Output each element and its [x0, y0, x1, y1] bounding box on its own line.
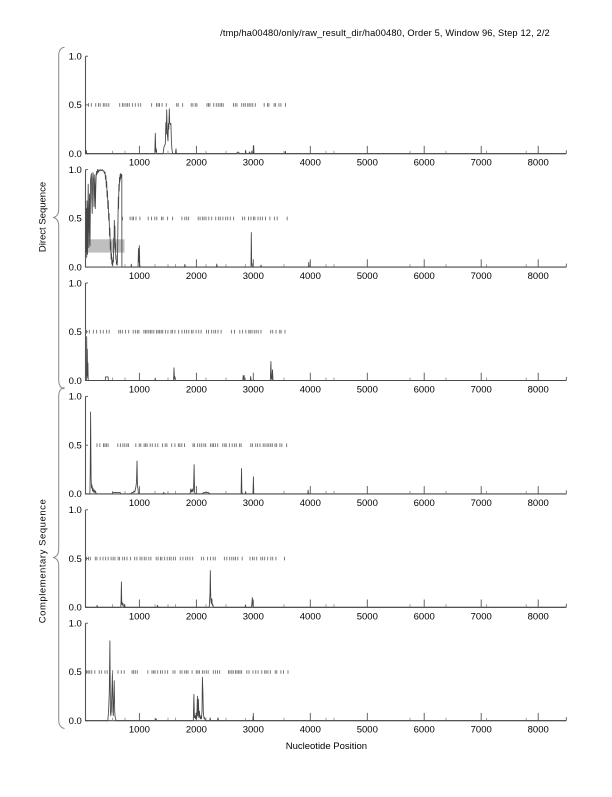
svg-text:6000: 6000 — [414, 725, 435, 736]
svg-text:3000: 3000 — [243, 498, 264, 509]
svg-text:Direct Sequence: Direct Sequence — [38, 182, 49, 252]
svg-text:3000: 3000 — [243, 385, 264, 396]
svg-text:1.0: 1.0 — [69, 505, 82, 516]
svg-text:2000: 2000 — [186, 611, 207, 622]
svg-text:3000: 3000 — [243, 158, 264, 169]
svg-text:8000: 8000 — [528, 611, 549, 622]
svg-text:7000: 7000 — [471, 158, 492, 169]
svg-text:8000: 8000 — [528, 725, 549, 736]
svg-text:2000: 2000 — [186, 725, 207, 736]
svg-text:5000: 5000 — [357, 271, 378, 282]
svg-text:0.0: 0.0 — [69, 603, 82, 614]
svg-text:2000: 2000 — [186, 158, 207, 169]
svg-text:0.5: 0.5 — [69, 554, 82, 565]
svg-text:5000: 5000 — [357, 725, 378, 736]
svg-text:5000: 5000 — [357, 498, 378, 509]
svg-text:6000: 6000 — [414, 158, 435, 169]
svg-text:3000: 3000 — [243, 725, 264, 736]
svg-text:0.0: 0.0 — [69, 376, 82, 387]
svg-text:1000: 1000 — [129, 498, 150, 509]
svg-text:0.5: 0.5 — [69, 100, 82, 111]
svg-text:1000: 1000 — [129, 158, 150, 169]
svg-text:7000: 7000 — [471, 611, 492, 622]
svg-text:0.5: 0.5 — [69, 667, 82, 678]
svg-text:1.0: 1.0 — [69, 52, 82, 63]
svg-text:1.0: 1.0 — [69, 278, 82, 289]
svg-text:1000: 1000 — [129, 611, 150, 622]
svg-text:7000: 7000 — [471, 498, 492, 509]
svg-text:4000: 4000 — [300, 158, 321, 169]
svg-text:0.0: 0.0 — [69, 716, 82, 727]
svg-text:0.0: 0.0 — [69, 489, 82, 500]
svg-text:0.5: 0.5 — [69, 214, 82, 225]
svg-text:0.5: 0.5 — [69, 441, 82, 452]
svg-text:4000: 4000 — [300, 611, 321, 622]
svg-text:7000: 7000 — [471, 385, 492, 396]
svg-text:2000: 2000 — [186, 271, 207, 282]
svg-text:1.0: 1.0 — [69, 165, 82, 176]
svg-text:0.0: 0.0 — [69, 149, 82, 160]
svg-text:/tmp/ha00480/only/raw_result_d: /tmp/ha00480/only/raw_result_dir/ha00480… — [220, 28, 550, 38]
svg-text:6000: 6000 — [414, 611, 435, 622]
svg-text:8000: 8000 — [528, 158, 549, 169]
svg-text:4000: 4000 — [300, 271, 321, 282]
svg-text:6000: 6000 — [414, 271, 435, 282]
svg-text:8000: 8000 — [528, 271, 549, 282]
svg-text:4000: 4000 — [300, 498, 321, 509]
svg-text:1000: 1000 — [129, 725, 150, 736]
svg-text:3000: 3000 — [243, 611, 264, 622]
svg-text:8000: 8000 — [528, 385, 549, 396]
svg-text:1.0: 1.0 — [69, 392, 82, 403]
svg-text:4000: 4000 — [300, 725, 321, 736]
svg-text:8000: 8000 — [528, 498, 549, 509]
svg-text:0.5: 0.5 — [69, 327, 82, 338]
svg-text:2000: 2000 — [186, 385, 207, 396]
svg-text:7000: 7000 — [471, 271, 492, 282]
svg-text:Nucleotide Position: Nucleotide Position — [286, 741, 367, 752]
svg-text:1.0: 1.0 — [69, 619, 82, 630]
svg-text:5000: 5000 — [357, 611, 378, 622]
svg-text:2000: 2000 — [186, 498, 207, 509]
svg-text:1000: 1000 — [129, 271, 150, 282]
svg-text:0.0: 0.0 — [69, 262, 82, 273]
svg-text:1000: 1000 — [129, 385, 150, 396]
svg-text:4000: 4000 — [300, 385, 321, 396]
svg-text:6000: 6000 — [414, 385, 435, 396]
svg-text:7000: 7000 — [471, 725, 492, 736]
svg-text:5000: 5000 — [357, 158, 378, 169]
svg-text:3000: 3000 — [243, 271, 264, 282]
svg-text:6000: 6000 — [414, 498, 435, 509]
svg-text:5000: 5000 — [357, 385, 378, 396]
svg-text:Complementary Sequence: Complementary Sequence — [38, 499, 49, 624]
